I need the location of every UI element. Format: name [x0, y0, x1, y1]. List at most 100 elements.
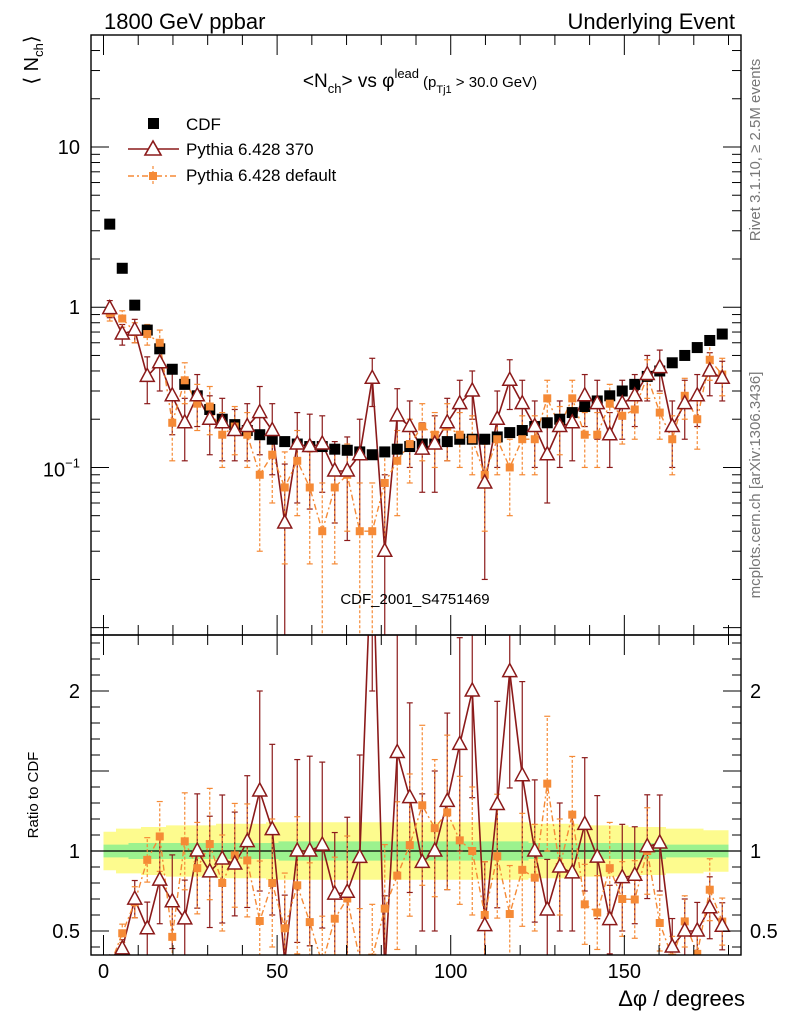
- pythia-370-point: [201, 409, 219, 425]
- top-panel-ticks: 10 1 10−1: [43, 34, 741, 629]
- pythia-370-point: [538, 445, 556, 461]
- ratio-pythia-default-point: [493, 852, 502, 861]
- ratio-pythia-370-point: [588, 847, 606, 863]
- pythia-default-point: [305, 483, 314, 492]
- ratio-pythia-default-point: [380, 904, 389, 913]
- ratio-pythia-default-point: [343, 894, 352, 903]
- pythia-default-point: [655, 408, 664, 417]
- pythia-370-point: [113, 324, 131, 340]
- ratio-y-tick-label-right: 2: [750, 681, 761, 703]
- ratio-pythia-370-point: [238, 832, 256, 848]
- pythia-default-point: [593, 430, 602, 439]
- pythia-default-point: [205, 402, 214, 411]
- cdf-point: [441, 436, 453, 448]
- pythia-370-point: [126, 320, 144, 336]
- ratio-pythia-default-point: [443, 808, 452, 817]
- pythia-default-point: [668, 435, 677, 444]
- plot-title: <Nch> vs φlead(pTj1 > 30.0 GeV): [303, 66, 537, 96]
- ratio-pythia-default-point: [255, 917, 264, 925]
- cdf-point: [391, 443, 403, 455]
- ratio-pythia-default-point: [593, 908, 602, 917]
- cdf-point: [154, 343, 166, 355]
- ratio-pythia-370-point: [526, 841, 544, 857]
- ratio-y-tick-label-left: 1: [69, 841, 80, 863]
- pythia-default-point: [418, 422, 427, 431]
- ratio-pythia-370-point: [663, 937, 681, 953]
- pythia-370-point: [376, 541, 394, 557]
- pythia-default-point: [355, 527, 364, 536]
- pythia-default-point: [380, 478, 389, 487]
- cdf-point: [116, 262, 128, 274]
- pythia-default-point: [605, 399, 614, 408]
- ratio-pythia-default-point: [693, 949, 702, 955]
- ratio-panel-plot-area: [91, 635, 741, 968]
- ratio-pythia-default-point: [180, 837, 189, 846]
- ratio-pythia-370-point: [601, 909, 619, 926]
- pythia-default-point: [468, 435, 477, 444]
- pythia-370-point: [638, 364, 656, 381]
- pythia-370-point: [688, 386, 706, 402]
- ratio-pythia-370-point: [563, 863, 581, 879]
- pythia-370-point: [288, 434, 306, 450]
- pythia-default-point: [455, 430, 464, 439]
- ratio-pythia-370-point: [426, 841, 444, 857]
- pythia-default-point: [293, 456, 302, 465]
- x-axis-label: Δφ / degrees: [618, 986, 745, 1011]
- cdf-point: [604, 390, 616, 402]
- ratio-pythia-370-point: [138, 919, 156, 935]
- y-axis-label-top: ⟨ Nch⟩: [21, 35, 46, 84]
- ratio-pythia-370-point: [113, 939, 131, 955]
- cdf-point: [629, 378, 641, 390]
- pythia-default-point: [193, 399, 202, 408]
- pythia-370-point: [551, 416, 569, 433]
- ratio-pythia-370-point: [288, 841, 306, 857]
- ratio-pythia-default-point: [118, 929, 127, 938]
- y-axis-label-ratio: Ratio to CDF: [25, 752, 42, 839]
- ratio-y-tick-label-right: 0.5: [750, 921, 778, 943]
- pythia-default-point: [143, 330, 152, 339]
- ratio-pythia-default-point: [655, 919, 664, 927]
- pythia-370-point: [663, 416, 681, 433]
- pythia-default-point: [155, 338, 164, 347]
- cdf-point: [579, 401, 591, 413]
- pythia-370-point: [476, 473, 494, 489]
- pythia-default-point: [218, 430, 227, 439]
- pythia-default-point: [255, 470, 264, 479]
- pythia-default-point: [280, 483, 289, 492]
- ratio-pythia-370-point: [176, 909, 194, 925]
- cdf-point: [279, 436, 291, 448]
- pythia-370-point: [451, 394, 469, 410]
- legend-pythia-default-label: Pythia 6.428 default: [186, 166, 337, 185]
- pythia-370-points: [101, 299, 731, 557]
- pythia-370-point: [401, 416, 419, 433]
- pythia-default-line: [109, 312, 723, 534]
- cdf-point: [479, 433, 491, 445]
- legend-cdf: CDF: [148, 115, 221, 134]
- ratio-pythia-370-point: [126, 889, 144, 905]
- cdf-point: [366, 449, 378, 461]
- pythia-default-point: [330, 483, 339, 492]
- x-tick-label: 50: [266, 961, 288, 983]
- pythia-default-point: [180, 376, 189, 385]
- ratio-pythia-default-point: [480, 911, 489, 919]
- pythia-370-point: [576, 386, 594, 402]
- cdf-point: [266, 433, 278, 445]
- ratio-pythia-default-point: [205, 840, 214, 849]
- pythia-370-point: [626, 386, 644, 402]
- ratio-pythia-default-point: [455, 836, 464, 845]
- pythia-default-point: [543, 394, 552, 403]
- pythia-370-point: [263, 420, 281, 437]
- ratio-pythia-default-point: [143, 855, 152, 864]
- cdf-point: [104, 218, 116, 230]
- x-tick-label: 150: [608, 961, 641, 983]
- ratio-pythia-default-point: [568, 810, 577, 819]
- ratio-pythia-default-point: [318, 960, 326, 968]
- ratio-pythia-default-point: [168, 932, 177, 941]
- pythia-default-point: [268, 450, 277, 459]
- ratio-pythia-370-point: [213, 849, 231, 865]
- y-tick-label: 1: [69, 297, 80, 319]
- pythia-370-point: [601, 425, 619, 441]
- cdf-point: [566, 407, 578, 419]
- ratio-pythia-370-point: [651, 833, 669, 849]
- pythia-370-point: [513, 394, 531, 410]
